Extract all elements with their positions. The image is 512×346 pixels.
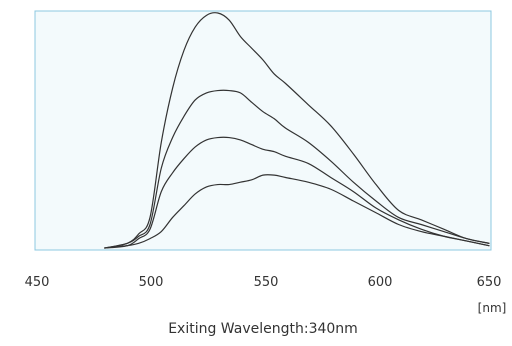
series-line-4 [104,174,490,249]
x-axis-title: Exiting Wavelength:340nm [168,321,358,337]
plot-area [34,10,492,251]
x-tick-label: 600 [368,275,393,290]
series-line-1 [104,12,490,249]
series-line-2 [104,89,490,249]
x-tick-label: 450 [25,275,50,290]
series-line-3 [104,136,490,249]
x-tick-label: 550 [254,275,279,290]
x-unit-label: [nm] [478,301,507,315]
x-tick-label: 500 [139,275,164,290]
x-tick-label: 650 [477,275,502,290]
series-layer [104,12,490,249]
x-tick-labels: 450 500 550 600 650 [25,275,502,290]
